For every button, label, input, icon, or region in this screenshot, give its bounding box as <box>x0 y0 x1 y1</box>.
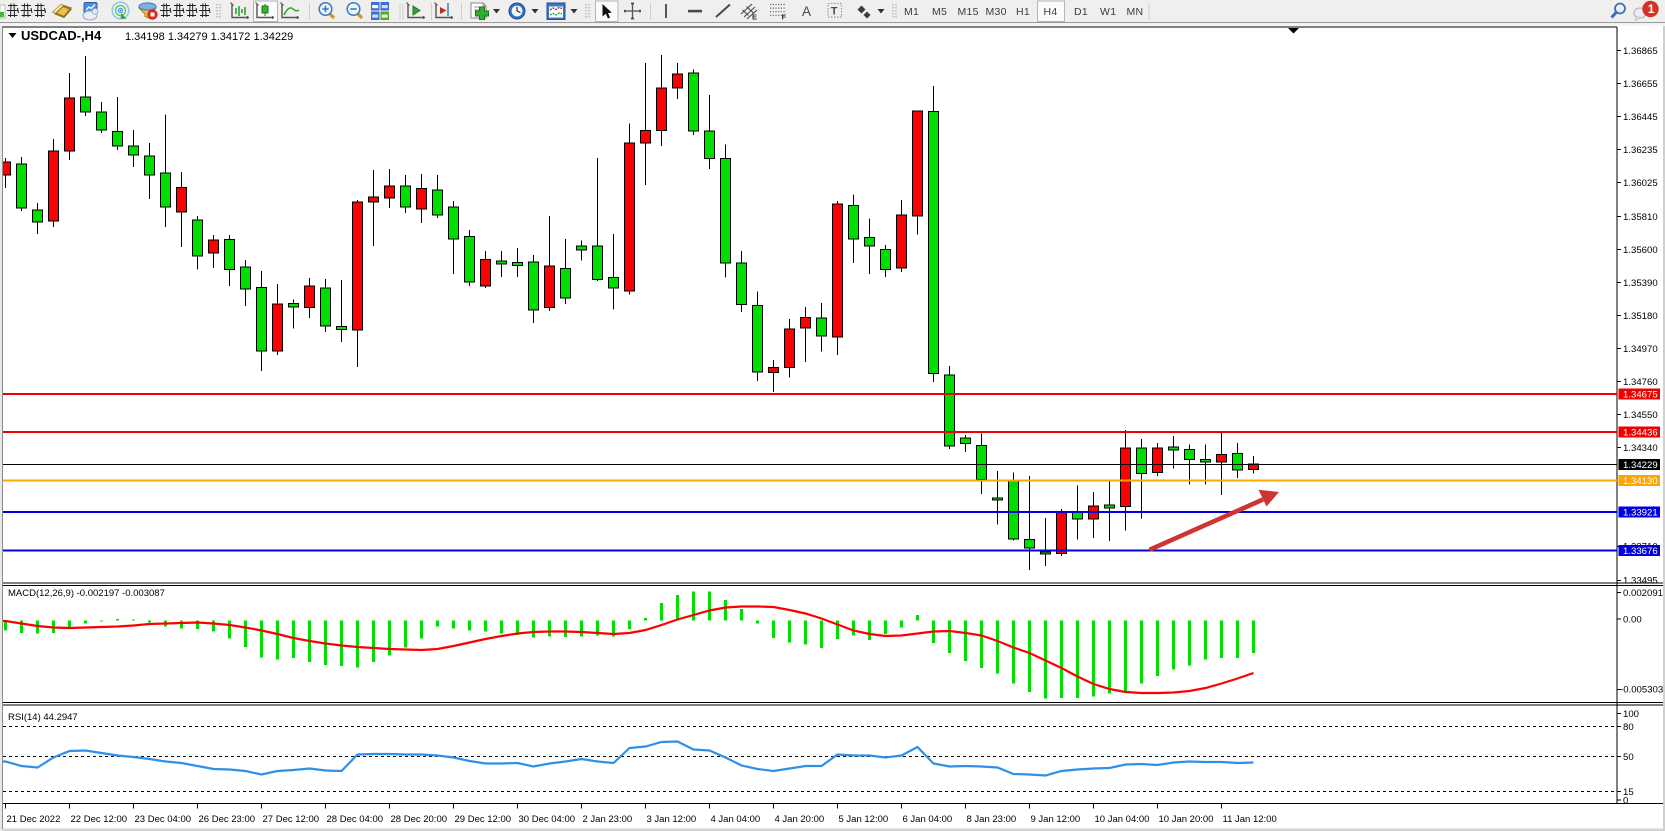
svg-text:0: 0 <box>1623 796 1628 807</box>
svg-text:E: E <box>752 13 757 22</box>
svg-text:1.36865: 1.36865 <box>1623 46 1658 57</box>
svg-text:22 Dec 12:00: 22 Dec 12:00 <box>71 814 128 825</box>
svg-text:MACD(12,26,9) -0.002197 -0.003: MACD(12,26,9) -0.002197 -0.003087 <box>8 588 165 599</box>
svg-text:50: 50 <box>1623 752 1634 763</box>
svg-text:D1: D1 <box>1074 6 1088 18</box>
svg-text:1.33495: 1.33495 <box>1623 576 1658 587</box>
svg-text:4 Jan 04:00: 4 Jan 04:00 <box>711 814 761 825</box>
svg-text:1.35390: 1.35390 <box>1623 278 1658 289</box>
svg-text:15: 15 <box>1623 787 1634 798</box>
svg-text:1.34675: 1.34675 <box>1623 389 1658 400</box>
svg-text:1.36235: 1.36235 <box>1623 145 1658 156</box>
svg-text:23 Dec 04:00: 23 Dec 04:00 <box>135 814 192 825</box>
svg-text:H1: H1 <box>1016 6 1030 18</box>
svg-text:5 Jan 12:00: 5 Jan 12:00 <box>839 814 889 825</box>
svg-text:9 Jan 12:00: 9 Jan 12:00 <box>1031 814 1081 825</box>
svg-text:6 Jan 04:00: 6 Jan 04:00 <box>903 814 953 825</box>
svg-text:1.35180: 1.35180 <box>1623 311 1658 322</box>
svg-text:3 Jan 12:00: 3 Jan 12:00 <box>647 814 697 825</box>
svg-text:RSI(14) 44.2947: RSI(14) 44.2947 <box>8 712 78 723</box>
svg-text:1.34550: 1.34550 <box>1623 410 1658 421</box>
svg-text:0.00: 0.00 <box>1623 615 1642 626</box>
svg-text:H4: H4 <box>1044 6 1058 18</box>
svg-text:30 Dec 04:00: 30 Dec 04:00 <box>519 814 576 825</box>
svg-text:2 Jan 23:00: 2 Jan 23:00 <box>583 814 633 825</box>
svg-text:1.36655: 1.36655 <box>1623 79 1658 90</box>
svg-text:8 Jan 23:00: 8 Jan 23:00 <box>967 814 1017 825</box>
svg-text:M15: M15 <box>958 6 979 18</box>
svg-text:1.34436: 1.34436 <box>1623 427 1658 438</box>
svg-text:A: A <box>802 4 811 19</box>
svg-text:29 Dec 12:00: 29 Dec 12:00 <box>455 814 512 825</box>
svg-text:1: 1 <box>1648 2 1655 16</box>
svg-text:1.33921: 1.33921 <box>1623 507 1658 518</box>
svg-text:MN: MN <box>1127 6 1144 18</box>
svg-text:1.34229: 1.34229 <box>1623 460 1658 471</box>
svg-text:1.35810: 1.35810 <box>1623 212 1658 223</box>
svg-text:1.33676: 1.33676 <box>1623 546 1658 557</box>
svg-text:10 Jan 04:00: 10 Jan 04:00 <box>1095 814 1150 825</box>
svg-text:1.34760: 1.34760 <box>1623 377 1658 388</box>
svg-text:USDCAD-,H4: USDCAD-,H4 <box>21 28 102 43</box>
svg-text:1.34970: 1.34970 <box>1623 344 1658 355</box>
svg-text:80: 80 <box>1623 722 1634 733</box>
svg-text:1.36025: 1.36025 <box>1623 178 1658 189</box>
svg-text:M1: M1 <box>904 6 919 18</box>
svg-text:10 Jan 20:00: 10 Jan 20:00 <box>1159 814 1214 825</box>
svg-text:21 Dec 2022: 21 Dec 2022 <box>7 814 61 825</box>
svg-text:0.002091: 0.002091 <box>1623 588 1663 599</box>
svg-text:26 Dec 23:00: 26 Dec 23:00 <box>199 814 256 825</box>
svg-text:W1: W1 <box>1100 6 1116 18</box>
svg-text:100: 100 <box>1623 709 1639 720</box>
svg-text:1.35600: 1.35600 <box>1623 245 1658 256</box>
svg-text:1.36445: 1.36445 <box>1623 112 1658 123</box>
svg-text:F: F <box>782 13 787 22</box>
svg-text:-0.005303: -0.005303 <box>1620 685 1663 696</box>
svg-text:1.34340: 1.34340 <box>1623 443 1658 454</box>
svg-text:11 Jan 12:00: 11 Jan 12:00 <box>1223 814 1277 825</box>
svg-text:4 Jan 20:00: 4 Jan 20:00 <box>775 814 825 825</box>
svg-text:1.34130: 1.34130 <box>1623 476 1658 487</box>
svg-text:1.34198 1.34279 1.34172 1.3422: 1.34198 1.34279 1.34172 1.34229 <box>125 31 293 43</box>
svg-text:28 Dec 04:00: 28 Dec 04:00 <box>327 814 384 825</box>
svg-text:28 Dec 20:00: 28 Dec 20:00 <box>391 814 448 825</box>
svg-text:T: T <box>831 6 838 18</box>
svg-text:M5: M5 <box>932 6 947 18</box>
svg-text:M30: M30 <box>986 6 1007 18</box>
svg-text:27 Dec 12:00: 27 Dec 12:00 <box>263 814 320 825</box>
